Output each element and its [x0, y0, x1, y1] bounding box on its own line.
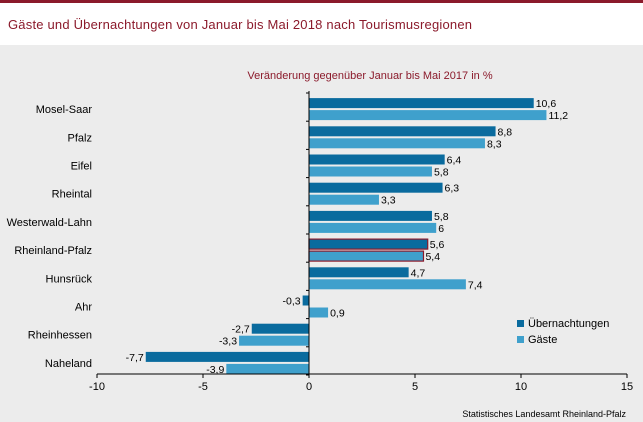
bar — [308, 238, 429, 250]
data-label: 0,9 — [330, 308, 345, 320]
data-label: 6,4 — [447, 155, 462, 167]
legend-swatch — [517, 336, 524, 343]
x-tick-label: 10 — [515, 381, 527, 393]
bar — [309, 267, 409, 278]
bar — [309, 126, 496, 137]
category-label: Rheintal — [52, 189, 92, 201]
category-label: Pfalz — [68, 132, 92, 144]
bar — [309, 98, 534, 109]
data-label: -7,7 — [126, 352, 144, 364]
legend-label: Übernachtungen — [528, 318, 609, 330]
data-label: 8,3 — [487, 138, 502, 150]
legend-swatch — [517, 320, 524, 327]
data-label: -3,3 — [219, 336, 237, 348]
chart-subtitle: Veränderung gegenüber Januar bis Mai 201… — [247, 70, 492, 82]
x-tick-label: -5 — [198, 381, 208, 393]
data-label: 5,8 — [434, 211, 449, 223]
x-tick-label: 0 — [306, 381, 312, 393]
bar — [309, 182, 443, 193]
bar — [309, 138, 485, 149]
category-label: Westerwald-Lahn — [7, 217, 92, 229]
bar — [309, 222, 437, 233]
data-label: 5,4 — [425, 251, 440, 263]
bar — [251, 323, 309, 334]
bar — [226, 363, 309, 374]
data-label: 10,6 — [536, 98, 557, 110]
top-rule — [0, 0, 643, 3]
bar — [309, 307, 329, 318]
data-label: 3,3 — [381, 195, 396, 207]
bar — [309, 110, 547, 121]
data-label: 6 — [438, 223, 444, 235]
data-label: 4,7 — [411, 267, 426, 279]
chart-panel: Veränderung gegenüber Januar bis Mai 201… — [0, 45, 643, 422]
data-label: 11,2 — [548, 110, 568, 122]
data-label: -3,9 — [206, 364, 224, 376]
data-label: -2,7 — [232, 324, 250, 336]
bar — [309, 194, 379, 205]
data-label: 8,8 — [498, 126, 513, 138]
category-label: Naheland — [45, 358, 92, 370]
data-label: 6,3 — [445, 183, 460, 195]
bar — [309, 154, 445, 165]
header: Gäste und Übernachtungen von Januar bis … — [0, 3, 643, 43]
bar — [145, 351, 309, 362]
x-tick-label: -10 — [89, 381, 105, 393]
bar — [239, 335, 309, 346]
x-tick-label: 15 — [621, 381, 633, 393]
data-label: 7,4 — [468, 279, 483, 291]
bar — [309, 210, 432, 221]
category-label: Eifel — [71, 161, 92, 173]
data-label: 5,8 — [434, 167, 449, 179]
source-note: Statistisches Landesamt Rheinland-Pfalz — [462, 409, 626, 419]
category-label: Mosel-Saar — [36, 104, 93, 116]
category-label: Rheinland-Pfalz — [14, 245, 92, 257]
category-label: Ahr — [75, 302, 92, 314]
bar — [309, 279, 466, 290]
x-tick-label: 5 — [412, 381, 418, 393]
bar — [308, 250, 425, 262]
chart-title: Gäste und Übernachtungen von Januar bis … — [8, 17, 473, 32]
data-label: 5,6 — [430, 239, 445, 251]
bar — [302, 295, 309, 306]
data-label: -0,3 — [283, 296, 301, 308]
bar-chart: Veränderung gegenüber Januar bis Mai 201… — [7, 70, 634, 419]
bar — [309, 166, 432, 177]
legend-label: Gäste — [528, 334, 557, 346]
category-label: Hunsrück — [46, 273, 93, 285]
category-label: Rheinhessen — [28, 330, 92, 342]
